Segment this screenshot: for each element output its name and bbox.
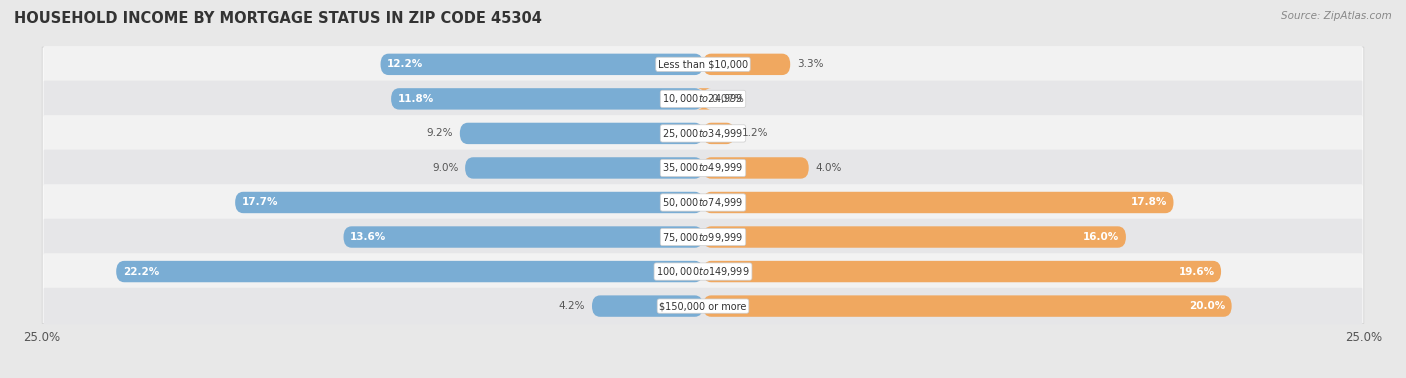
FancyBboxPatch shape xyxy=(381,54,703,75)
Text: 0.07%: 0.07% xyxy=(711,94,744,104)
Text: $10,000 to $24,999: $10,000 to $24,999 xyxy=(662,92,744,105)
FancyBboxPatch shape xyxy=(44,288,1362,324)
FancyBboxPatch shape xyxy=(235,192,703,213)
Text: 13.6%: 13.6% xyxy=(350,232,387,242)
Text: 9.2%: 9.2% xyxy=(426,129,453,138)
Text: 4.2%: 4.2% xyxy=(558,301,585,311)
FancyBboxPatch shape xyxy=(465,157,703,179)
FancyBboxPatch shape xyxy=(703,226,1126,248)
Text: $75,000 to $99,999: $75,000 to $99,999 xyxy=(662,231,744,243)
Text: Source: ZipAtlas.com: Source: ZipAtlas.com xyxy=(1281,11,1392,21)
FancyBboxPatch shape xyxy=(703,295,1232,317)
Text: $25,000 to $34,999: $25,000 to $34,999 xyxy=(662,127,744,140)
FancyBboxPatch shape xyxy=(42,47,1364,323)
Text: 12.2%: 12.2% xyxy=(387,59,423,69)
Text: $100,000 to $149,999: $100,000 to $149,999 xyxy=(657,265,749,278)
Text: 1.2%: 1.2% xyxy=(741,129,768,138)
Text: 17.7%: 17.7% xyxy=(242,197,278,208)
Text: $50,000 to $74,999: $50,000 to $74,999 xyxy=(662,196,744,209)
FancyBboxPatch shape xyxy=(44,150,1362,186)
FancyBboxPatch shape xyxy=(44,46,1362,83)
Text: 9.0%: 9.0% xyxy=(432,163,458,173)
FancyBboxPatch shape xyxy=(391,88,703,110)
FancyBboxPatch shape xyxy=(44,81,1362,117)
FancyBboxPatch shape xyxy=(117,261,703,282)
Text: Less than $10,000: Less than $10,000 xyxy=(658,59,748,69)
FancyBboxPatch shape xyxy=(703,54,790,75)
Text: $35,000 to $49,999: $35,000 to $49,999 xyxy=(662,161,744,175)
Text: 3.3%: 3.3% xyxy=(797,59,824,69)
FancyBboxPatch shape xyxy=(460,123,703,144)
FancyBboxPatch shape xyxy=(44,219,1362,255)
Text: 20.0%: 20.0% xyxy=(1189,301,1225,311)
FancyBboxPatch shape xyxy=(44,184,1362,221)
Text: 19.6%: 19.6% xyxy=(1178,266,1215,277)
FancyBboxPatch shape xyxy=(703,123,735,144)
FancyBboxPatch shape xyxy=(703,157,808,179)
Text: 11.8%: 11.8% xyxy=(398,94,434,104)
Text: $150,000 or more: $150,000 or more xyxy=(659,301,747,311)
Text: 22.2%: 22.2% xyxy=(122,266,159,277)
Legend: Without Mortgage, With Mortgage: Without Mortgage, With Mortgage xyxy=(574,375,832,378)
FancyBboxPatch shape xyxy=(703,192,1174,213)
FancyBboxPatch shape xyxy=(703,261,1220,282)
FancyBboxPatch shape xyxy=(44,115,1362,152)
Text: HOUSEHOLD INCOME BY MORTGAGE STATUS IN ZIP CODE 45304: HOUSEHOLD INCOME BY MORTGAGE STATUS IN Z… xyxy=(14,11,541,26)
FancyBboxPatch shape xyxy=(343,226,703,248)
Text: 17.8%: 17.8% xyxy=(1130,197,1167,208)
FancyBboxPatch shape xyxy=(592,295,703,317)
FancyBboxPatch shape xyxy=(44,253,1362,290)
FancyBboxPatch shape xyxy=(696,88,711,110)
Text: 4.0%: 4.0% xyxy=(815,163,842,173)
Text: 16.0%: 16.0% xyxy=(1083,232,1119,242)
